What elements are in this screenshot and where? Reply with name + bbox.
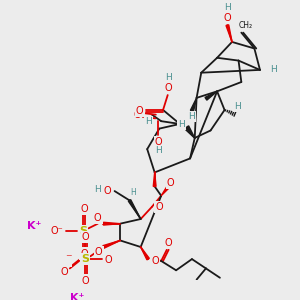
Text: H: H: [94, 185, 101, 194]
Polygon shape: [190, 98, 196, 112]
Text: K⁺: K⁺: [70, 293, 85, 300]
Text: H: H: [155, 146, 162, 155]
Text: O: O: [104, 255, 112, 265]
Text: H: H: [145, 117, 152, 126]
Text: O: O: [152, 256, 159, 266]
Polygon shape: [141, 247, 149, 260]
Text: H: H: [178, 120, 185, 129]
Text: O: O: [82, 275, 89, 286]
Polygon shape: [161, 185, 170, 196]
Text: ⁻: ⁻: [65, 253, 71, 266]
Text: O: O: [155, 202, 163, 212]
Text: H: H: [130, 188, 136, 197]
Text: O: O: [165, 238, 172, 248]
Text: O: O: [224, 13, 231, 23]
Text: S: S: [79, 226, 87, 236]
Text: O: O: [154, 137, 162, 147]
Text: O: O: [80, 248, 88, 259]
Polygon shape: [103, 222, 120, 225]
Text: S: S: [81, 254, 89, 264]
Polygon shape: [226, 25, 232, 42]
Text: O: O: [95, 247, 103, 256]
Text: H: H: [165, 73, 172, 82]
Text: CH₂: CH₂: [239, 21, 253, 30]
Text: O: O: [103, 186, 111, 196]
Text: O: O: [94, 213, 102, 223]
Polygon shape: [186, 126, 195, 138]
Text: H: H: [189, 112, 195, 121]
Text: K⁺: K⁺: [27, 221, 42, 232]
Text: O: O: [165, 82, 172, 93]
Polygon shape: [153, 172, 156, 186]
Text: H: H: [234, 102, 241, 111]
Polygon shape: [128, 200, 141, 219]
Text: O: O: [60, 267, 68, 277]
Polygon shape: [205, 91, 217, 100]
Text: O⁻: O⁻: [50, 226, 63, 236]
Text: O: O: [136, 106, 144, 116]
Text: H: H: [270, 65, 276, 74]
Polygon shape: [103, 241, 120, 248]
Text: O: O: [82, 232, 89, 242]
Text: O: O: [80, 204, 88, 214]
Text: O: O: [167, 178, 174, 188]
Text: H: H: [224, 3, 231, 12]
Text: O: O: [133, 110, 141, 120]
